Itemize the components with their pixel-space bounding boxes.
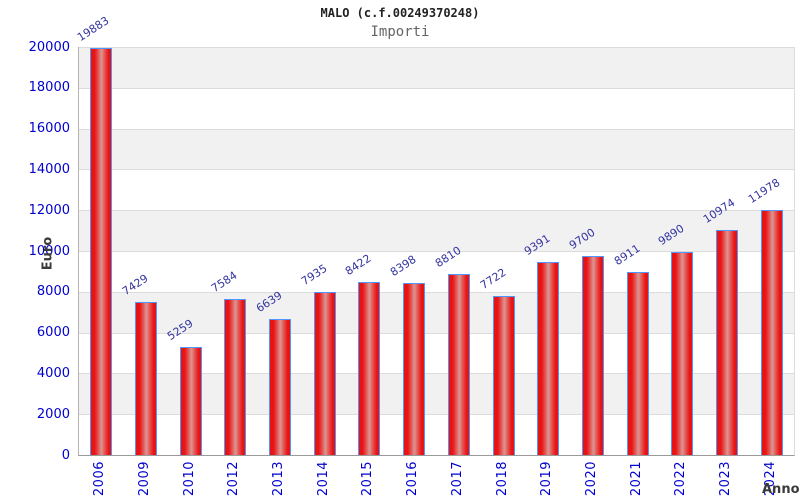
gridline-10000	[79, 251, 794, 252]
y-tick-20000: 20000	[28, 39, 70, 55]
gridline-14000	[79, 169, 794, 171]
bar-2023	[715, 230, 738, 455]
x-tick-2013: 2013	[271, 461, 287, 497]
plot-band	[79, 210, 794, 251]
x-tick-2021: 2021	[628, 461, 644, 497]
gridline-20000	[79, 47, 794, 48]
x-tick-2019: 2019	[539, 461, 555, 497]
x-tick-2020: 2020	[583, 461, 599, 497]
x-tick-2006: 2006	[92, 461, 108, 497]
bar-2013	[269, 319, 292, 455]
bar-2010	[179, 347, 202, 455]
y-tick-0: 0	[61, 447, 70, 463]
bar-2006	[90, 48, 113, 455]
x-tick-2023: 2023	[717, 461, 733, 497]
y-tick-16000: 16000	[28, 121, 70, 137]
bar-2012	[224, 299, 247, 455]
y-tick-6000: 6000	[36, 325, 70, 341]
plot-band	[79, 87, 794, 129]
x-tick-2009: 2009	[137, 461, 153, 497]
chart-subtitle: Importi	[370, 24, 430, 40]
x-tick-2018: 2018	[494, 461, 510, 497]
y-tick-8000: 8000	[36, 284, 70, 300]
bar-2015	[358, 282, 381, 455]
y-tick-10000: 10000	[28, 243, 70, 259]
x-tick-2010: 2010	[181, 461, 197, 497]
y-tick-12000: 12000	[28, 202, 70, 218]
bar-2019	[537, 262, 560, 455]
x-tick-2015: 2015	[360, 461, 376, 497]
y-tick-18000: 18000	[28, 80, 70, 96]
y-tick-2000: 2000	[36, 406, 70, 422]
gridline-18000	[79, 87, 794, 89]
gridline-6000	[79, 332, 794, 334]
gridline-12000	[79, 210, 794, 212]
y-tick-14000: 14000	[28, 161, 70, 177]
bar-2024	[760, 210, 783, 455]
plot-band	[79, 128, 794, 170]
bar-2021	[626, 272, 649, 455]
x-tick-2017: 2017	[449, 461, 465, 497]
gridline-4000	[79, 373, 794, 375]
bar-2018	[492, 296, 515, 455]
x-tick-2014: 2014	[315, 461, 331, 497]
bar-2009	[135, 302, 158, 455]
x-axis-title: Anno	[762, 482, 800, 497]
plot-area	[78, 47, 795, 456]
y-axis-title: Euro	[40, 236, 56, 271]
bar-2022	[671, 252, 694, 455]
chart-title: MALO (c.f.00249370248)	[320, 6, 480, 20]
x-tick-2016: 2016	[405, 461, 421, 497]
gridline-16000	[79, 128, 794, 130]
bar-2016	[403, 283, 426, 455]
y-tick-4000: 4000	[36, 365, 70, 381]
gridline-2000	[79, 414, 794, 416]
x-tick-2012: 2012	[226, 461, 242, 497]
gridline-8000	[79, 291, 794, 293]
bar-2020	[581, 256, 604, 455]
bar-2014	[313, 292, 336, 455]
x-tick-2022: 2022	[673, 461, 689, 497]
bar-2017	[447, 274, 470, 455]
plot-band	[79, 169, 794, 211]
plot-band	[79, 47, 794, 88]
